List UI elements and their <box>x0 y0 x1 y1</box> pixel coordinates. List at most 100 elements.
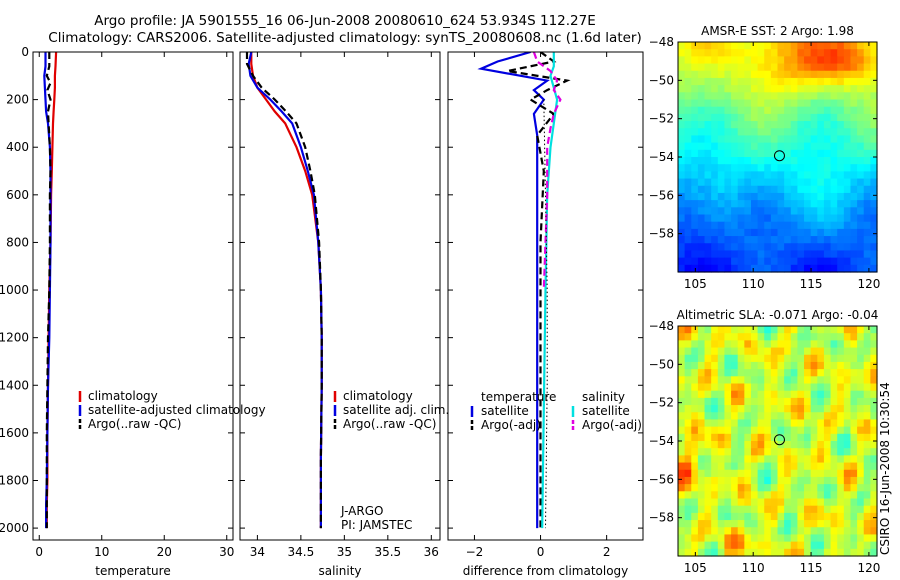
heatmap-cell <box>790 250 798 259</box>
heatmap-cell <box>870 214 878 223</box>
heatmap-cell <box>823 469 832 478</box>
x-axis-label: salinity <box>318 564 361 578</box>
heatmap-cell <box>823 462 832 471</box>
heatmap-cell <box>697 376 706 385</box>
heatmap-cell <box>777 512 785 521</box>
heatmap-cell <box>777 192 785 201</box>
heatmap-cell <box>737 383 745 392</box>
heatmap-cell <box>843 441 852 449</box>
heatmap-cell <box>850 498 858 507</box>
heatmap-cell <box>731 512 739 521</box>
heatmap-cell <box>711 376 719 385</box>
heatmap-cell <box>697 541 706 550</box>
heatmap-cell <box>863 426 871 435</box>
heatmap-cell <box>784 462 792 471</box>
heatmap-cell <box>830 512 838 521</box>
heatmap-cell <box>724 121 732 129</box>
heatmap-cell <box>764 85 772 93</box>
heatmap-cell <box>684 419 692 428</box>
heatmap-cell <box>744 185 752 194</box>
heatmap-cell <box>843 333 852 341</box>
heatmap-cell <box>830 77 838 86</box>
x-tick-label: 115 <box>800 277 823 291</box>
heatmap-cell <box>797 142 805 151</box>
heatmap-cell <box>717 236 726 244</box>
heatmap-cell <box>784 178 792 187</box>
heatmap-cell <box>711 340 719 349</box>
heatmap-cell <box>810 121 818 129</box>
heatmap-cell <box>784 42 792 50</box>
heatmap-cell <box>724 192 732 201</box>
heatmap-cell <box>691 419 699 428</box>
heatmap-cell <box>744 49 752 57</box>
heatmap-cell <box>744 77 752 86</box>
heatmap-cell <box>870 243 878 252</box>
heatmap-cell <box>770 462 779 471</box>
heatmap-cell <box>810 340 818 349</box>
heatmap-cell <box>870 49 878 57</box>
heatmap-cell <box>764 257 772 266</box>
heatmap-cell <box>823 63 832 72</box>
heatmap-cell <box>744 548 752 557</box>
heatmap-cell <box>863 243 871 252</box>
heatmap-cell <box>823 135 832 144</box>
heatmap-cell <box>684 164 692 172</box>
heatmap-cell <box>757 142 765 151</box>
heatmap-cell <box>770 376 779 385</box>
heatmap-cell <box>863 92 871 101</box>
heatmap-cell <box>750 469 759 478</box>
heatmap-cell <box>750 171 759 180</box>
heatmap-cell <box>817 469 825 478</box>
heatmap-cell <box>784 56 792 65</box>
heatmap-cell <box>837 390 845 399</box>
heatmap-cell <box>850 142 858 151</box>
heatmap-cell <box>797 56 805 65</box>
heatmap-cell <box>711 214 719 223</box>
heatmap-cell <box>770 157 779 165</box>
heatmap-cell <box>691 354 699 363</box>
heatmap-cell <box>863 361 871 370</box>
heatmap-cell <box>764 390 772 399</box>
heatmap-cell <box>717 157 726 165</box>
heatmap-cell <box>850 200 858 208</box>
heatmap-cell <box>823 85 832 93</box>
heatmap-cell <box>770 548 779 557</box>
heatmap-cell <box>724 534 732 543</box>
heatmap-cell <box>750 257 759 266</box>
heatmap-cell <box>843 236 852 244</box>
heatmap-cell <box>810 42 818 50</box>
heatmap-cell <box>870 426 878 435</box>
heatmap-cell <box>744 200 752 208</box>
heatmap-cell <box>837 228 845 237</box>
heatmap-cell <box>684 390 692 399</box>
heatmap-cell <box>830 70 838 79</box>
heatmap-cell <box>823 520 832 528</box>
heatmap-cell <box>804 128 812 137</box>
heatmap-cell <box>777 85 785 93</box>
heatmap-cell <box>731 157 739 165</box>
heatmap-cell <box>843 326 852 334</box>
heatmap-cell <box>790 383 798 392</box>
heatmap-cell <box>823 142 832 151</box>
heatmap-cell <box>784 347 792 356</box>
heatmap-cell <box>750 512 759 521</box>
heatmap-cell <box>870 92 878 101</box>
heatmap-cell <box>857 441 865 449</box>
heatmap-cell <box>790 192 798 201</box>
heatmap-cell <box>797 505 805 514</box>
heatmap-cell <box>737 541 745 550</box>
heatmap-cell <box>744 92 752 101</box>
heatmap-cell <box>711 135 719 144</box>
heatmap-cell <box>737 455 745 464</box>
heatmap-cell <box>823 498 832 507</box>
heatmap-cell <box>757 455 765 464</box>
heatmap-cell <box>870 397 878 406</box>
heatmap-cell <box>691 221 699 230</box>
heatmap-cell <box>770 340 779 349</box>
heatmap-cell <box>711 185 719 194</box>
heatmap-cell <box>863 250 871 259</box>
heatmap-cell <box>830 157 838 165</box>
heatmap-cell <box>770 164 779 172</box>
heatmap-cell <box>737 257 745 266</box>
heatmap-cell <box>737 128 745 137</box>
